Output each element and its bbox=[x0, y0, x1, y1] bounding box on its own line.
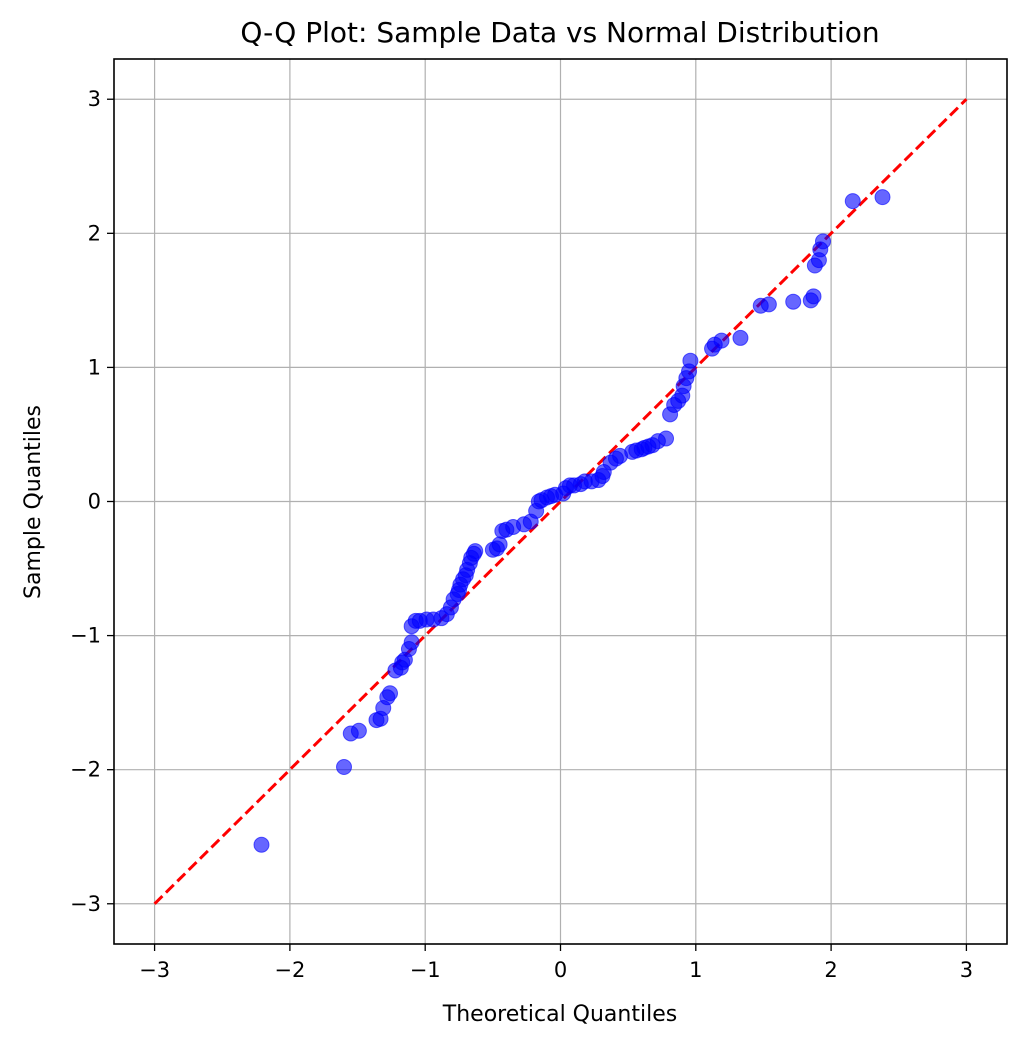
data-point bbox=[713, 332, 730, 349]
chart-title: Q-Q Plot: Sample Data vs Normal Distribu… bbox=[240, 16, 879, 49]
x-tick-label: −1 bbox=[410, 958, 441, 982]
data-point bbox=[336, 759, 353, 775]
y-tick-label: 2 bbox=[88, 221, 101, 245]
data-point bbox=[874, 189, 891, 206]
x-tick-label: 2 bbox=[824, 958, 837, 982]
x-tick-label: 3 bbox=[960, 958, 973, 982]
data-point bbox=[785, 293, 802, 310]
x-tick-label: −2 bbox=[274, 958, 305, 982]
y-tick-label: −1 bbox=[70, 624, 101, 648]
y-axis-label: Sample Quantiles bbox=[21, 405, 46, 599]
data-point bbox=[253, 836, 270, 853]
data-point bbox=[760, 296, 777, 313]
x-tick-label: 0 bbox=[554, 958, 567, 982]
y-axis-ticks: −3 −2 −1 0 1 2 3 bbox=[70, 87, 114, 916]
x-tick-label: 1 bbox=[689, 958, 702, 982]
reference-line bbox=[153, 98, 968, 905]
y-tick-label: 1 bbox=[88, 355, 101, 379]
data-point bbox=[491, 536, 508, 553]
y-tick-label: 3 bbox=[88, 87, 101, 111]
x-axis-ticks: −3 −2 −1 0 1 2 3 bbox=[139, 944, 973, 982]
data-point bbox=[732, 329, 749, 346]
x-axis-label: Theoretical Quantiles bbox=[442, 1002, 677, 1027]
data-point bbox=[350, 722, 367, 739]
y-tick-label: −2 bbox=[70, 758, 101, 782]
grid bbox=[114, 59, 1007, 944]
y-tick-label: −3 bbox=[70, 892, 101, 916]
data-point bbox=[658, 430, 675, 447]
scatter-points bbox=[253, 189, 891, 853]
y-tick-label: 0 bbox=[88, 490, 101, 514]
data-point bbox=[682, 352, 699, 369]
data-point bbox=[805, 288, 822, 305]
data-point bbox=[814, 233, 831, 250]
reference-line-layer bbox=[153, 98, 968, 905]
x-tick-label: −3 bbox=[139, 958, 170, 982]
data-point bbox=[467, 543, 484, 560]
data-point bbox=[382, 685, 399, 702]
data-point bbox=[844, 193, 861, 210]
data-point bbox=[403, 634, 420, 651]
